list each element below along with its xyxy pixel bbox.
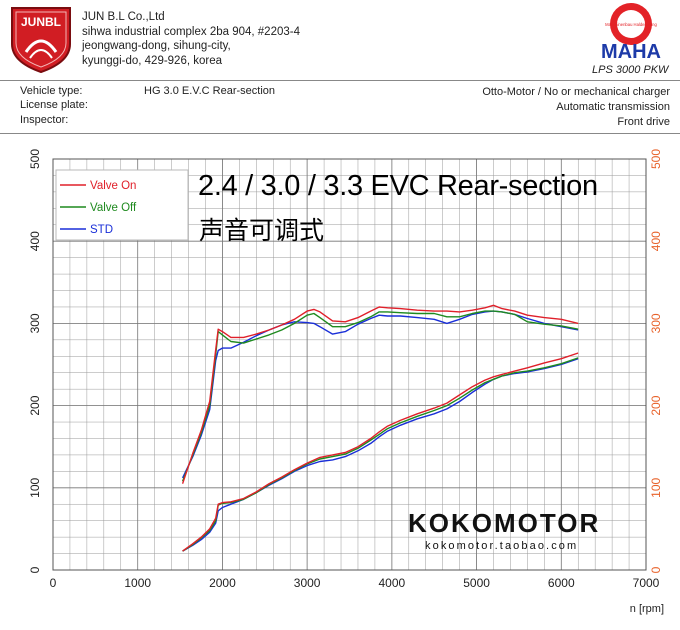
y-tick-label-right: 200: [649, 395, 663, 415]
maha-ring-text: Maschinenbau Haldenwang: [605, 22, 657, 27]
y-tick-label-left: 0: [28, 566, 42, 573]
chart-ticks: 0 1000 2000 3000 4000 5000 6000 7000 0 0 100 100 200…: [28, 149, 663, 590]
watermark-site: kokomotor.taobao.com: [425, 540, 579, 552]
x-axis-label: n [rpm]: [630, 603, 664, 615]
company-address-line: jeongwang-dong, sihung-city,: [82, 40, 231, 52]
y-tick-label-right: 500: [649, 149, 663, 169]
y-tick-label-left: 500: [28, 149, 42, 169]
y-tick-label-right: 100: [649, 477, 663, 497]
watermark-brand: KOKOMOTOR: [408, 508, 601, 538]
chart-legend: Valve On Valve Off STD: [55, 169, 189, 241]
x-tick-label: 5000: [463, 576, 490, 590]
y-tick-label-right: 400: [649, 231, 663, 251]
vehicle-type-label: Vehicle type:: [20, 85, 83, 97]
x-tick-label: 0: [50, 576, 57, 590]
series-line-std-upper: [181, 310, 579, 479]
company-name: JUN B.L Co.,Ltd: [82, 11, 165, 23]
chart-lines: [181, 304, 579, 552]
y-tick-label-left: 100: [28, 477, 42, 497]
y-tick-label-left: 200: [28, 395, 42, 415]
vehicle-info: Vehicle type: HG 3.0 E.V.C Rear-section …: [0, 80, 680, 134]
vehicle-type-value: HG 3.0 E.V.C Rear-section: [144, 85, 276, 97]
company-address-line: kyunggi-do, 429-926, korea: [82, 54, 223, 67]
y-tick-label-left: 400: [28, 231, 42, 251]
transmission-type: Automatic transmission: [556, 101, 670, 113]
y-tick-label-right: 300: [649, 313, 663, 333]
inspector-label: Inspector:: [20, 114, 69, 126]
left-logo-text: JUNBL: [21, 15, 61, 29]
device-model: LPS 3000 PKW: [592, 64, 669, 76]
maha-logo: Maschinenbau Haldenwang MAHA: [601, 3, 661, 63]
junbl-shield-logo: JUNBL: [11, 7, 71, 74]
legend-label-valve-off: Valve Off: [90, 202, 137, 214]
y-tick-label-right: 0: [649, 566, 663, 573]
x-tick-label: 6000: [548, 576, 575, 590]
legend-label-std: STD: [90, 224, 113, 236]
legend-label-valve-on: Valve On: [90, 180, 136, 192]
x-tick-label: 3000: [294, 576, 321, 590]
series-line-valve-off-upper: [181, 310, 579, 482]
plot-frame: [52, 158, 647, 571]
x-tick-label: 7000: [633, 576, 660, 590]
chart-axes: [52, 158, 647, 571]
x-tick-label: 1000: [124, 576, 151, 590]
overlay-title: 2.4 / 3.0 / 3.3 EVC Rear-section: [198, 170, 598, 202]
drive-type: Front drive: [617, 116, 670, 128]
company-address-line: sihwa industrial complex 2ba 904, #2203-…: [82, 25, 300, 38]
x-tick-label: 2000: [209, 576, 236, 590]
report-header: JUNBL JUN B.L Co.,Ltd sihwa industrial c…: [0, 0, 680, 81]
y-tick-label-left: 300: [28, 313, 42, 333]
license-plate-label: License plate:: [20, 99, 88, 111]
dyno-chart: 0 1000 2000 3000 4000 5000 6000 7000 0 0 100 100 200…: [28, 149, 664, 615]
overlay-subtitle: 声音可调式: [199, 217, 325, 245]
series-line-valve-on-upper: [181, 304, 579, 484]
engine-type: Otto-Motor / No or mechanical charger: [482, 86, 670, 98]
x-tick-label: 4000: [379, 576, 406, 590]
series-line-valve-off-lower: [182, 357, 579, 552]
maha-logo-text: MAHA: [601, 41, 661, 63]
company-address: JUN B.L Co.,Ltd sihwa industrial complex…: [82, 10, 300, 68]
series-line-valve-on-lower: [182, 352, 579, 552]
